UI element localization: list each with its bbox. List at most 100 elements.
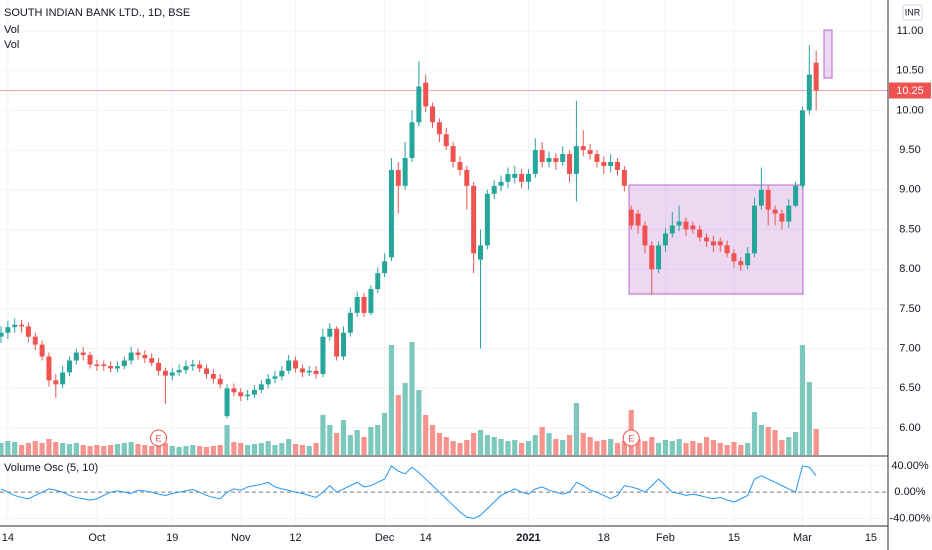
volume-bar	[799, 345, 806, 455]
volume-bar	[697, 443, 703, 455]
drawn-rectangle[interactable]	[628, 184, 804, 295]
candle-body	[121, 360, 127, 367]
volume-bar	[443, 437, 449, 455]
volume-bar	[765, 427, 771, 455]
volume-bar	[101, 446, 107, 455]
candle-body	[710, 241, 716, 246]
volume-bar	[539, 427, 545, 455]
volume-bar	[683, 443, 689, 455]
volume-bar	[224, 425, 230, 455]
volume-bar	[724, 445, 730, 455]
candle-body	[60, 372, 66, 385]
oscillator-layer	[0, 465, 817, 519]
volume-bar	[512, 440, 518, 455]
candle-body	[53, 380, 59, 385]
volume-bar	[573, 403, 579, 455]
volume-bar	[238, 443, 244, 455]
volume-bar	[388, 345, 395, 455]
candle-body	[621, 169, 627, 186]
candle-body	[436, 122, 442, 135]
candle-body	[94, 364, 100, 367]
volume-bar	[217, 445, 223, 455]
volume-bar	[155, 445, 162, 455]
candle-body	[293, 360, 299, 369]
volume-bar	[149, 446, 155, 455]
x-tick-label: 14	[2, 532, 14, 544]
candle-body	[128, 352, 134, 361]
candle-body	[25, 326, 31, 337]
volume-bar	[498, 439, 504, 455]
volume-bar	[436, 433, 442, 455]
volume-bar	[183, 446, 189, 455]
volume-bar	[18, 445, 25, 455]
axis-layer: 6.00 6.50 7.00 7.50 8.00 8.50 9.00 9.50 10.00 10.…	[2, 25, 931, 544]
volume-bar	[320, 415, 326, 455]
candle-body	[642, 225, 648, 246]
volume-bar	[135, 444, 141, 455]
x-tick-label: 15	[728, 532, 740, 544]
candle-body	[341, 332, 346, 357]
y-tick-label: 7.50	[899, 303, 920, 315]
volume-bar	[409, 342, 415, 455]
candle-body	[649, 245, 655, 270]
candle-body	[539, 150, 545, 162]
volume-bar	[306, 446, 312, 455]
volume-bar	[566, 435, 573, 455]
volume-bar	[662, 440, 669, 455]
volume-bar	[676, 439, 682, 455]
volume-bar	[73, 443, 79, 455]
candle-body	[608, 161, 614, 166]
candle-body	[320, 336, 326, 375]
volume-bar	[245, 445, 251, 455]
candle-body	[354, 296, 360, 313]
x-tick-label: 15	[865, 532, 877, 544]
volume-bar	[0, 443, 4, 455]
volume-bar	[5, 441, 11, 455]
candle-body	[80, 352, 86, 355]
volume-bar	[635, 439, 641, 455]
candle-body	[0, 332, 4, 337]
candle-body	[258, 384, 264, 390]
candle-body	[73, 352, 79, 361]
candle-body	[669, 225, 675, 234]
volume-bar	[114, 444, 121, 455]
event-marker	[150, 429, 168, 447]
volume-bar	[32, 441, 38, 455]
volume-bar	[553, 439, 559, 455]
volume-bar	[80, 445, 86, 455]
candle-body	[793, 185, 799, 206]
y-tick-label: 40.00%	[891, 460, 929, 472]
candle-body	[464, 169, 470, 186]
volume-bar	[450, 441, 456, 455]
volume-bar	[368, 427, 374, 455]
candle-body	[238, 392, 244, 397]
y-tick-label: 0.00%	[894, 486, 925, 498]
candle-body	[457, 161, 463, 170]
candle-body	[156, 362, 162, 371]
volume-bar	[142, 445, 148, 455]
candle-body	[724, 245, 730, 254]
volume-bar	[53, 442, 59, 455]
volume-bar	[649, 437, 655, 455]
volume-bar	[560, 440, 566, 455]
candle-body	[491, 185, 497, 194]
volume-bar	[169, 446, 175, 455]
volume-bar	[525, 441, 532, 455]
volume-bar	[587, 437, 593, 455]
volume-bar	[471, 433, 477, 455]
volume-bar	[395, 395, 401, 455]
candle-body	[272, 376, 278, 379]
currency-box[interactable]	[902, 4, 923, 21]
candle-body	[114, 366, 120, 369]
volume-bar	[738, 445, 744, 455]
drawn-rectangle[interactable]	[823, 29, 833, 79]
oscillator-line	[0, 465, 817, 519]
candle-body	[779, 213, 785, 222]
volume-bar	[813, 429, 819, 455]
y-tick-label: 10.50	[896, 65, 924, 77]
candle-body	[594, 154, 600, 162]
volume-bar	[614, 443, 621, 455]
volume-bar	[491, 437, 497, 455]
candle-body	[279, 370, 285, 377]
